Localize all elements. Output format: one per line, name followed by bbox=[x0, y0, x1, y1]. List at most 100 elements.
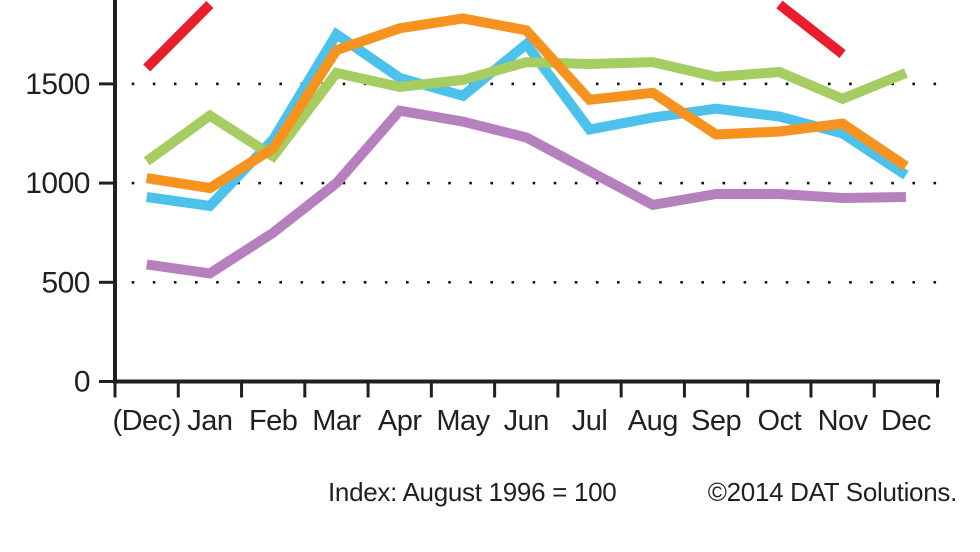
grid-dot bbox=[131, 280, 135, 284]
grid-dot bbox=[828, 181, 831, 185]
grid-dot bbox=[427, 280, 430, 284]
grid-dot bbox=[532, 82, 536, 86]
grid-dot bbox=[131, 82, 135, 86]
grid-dot bbox=[448, 280, 451, 284]
grid-dot bbox=[532, 181, 536, 185]
grid-dot bbox=[469, 181, 472, 185]
grid-dot bbox=[933, 181, 937, 185]
grid-dot bbox=[595, 82, 599, 86]
grid-dot bbox=[237, 280, 240, 284]
series-green-line bbox=[143, 57, 908, 166]
grid-dot bbox=[722, 280, 726, 284]
grid-dot bbox=[173, 280, 177, 284]
grid-dot bbox=[427, 181, 430, 185]
grid-dot bbox=[258, 280, 261, 284]
grid-dot bbox=[490, 280, 493, 284]
x-tick-label-Aug: Aug bbox=[628, 405, 678, 437]
grid-dot bbox=[785, 280, 789, 284]
x-tick-label-Dec: Dec bbox=[881, 405, 931, 437]
grid-dot bbox=[617, 280, 620, 284]
grid-dot bbox=[638, 82, 641, 86]
x-tick-label-Jan: Jan bbox=[187, 405, 232, 437]
grid-dot bbox=[258, 82, 261, 86]
grid-dot bbox=[870, 280, 873, 284]
grid-dot bbox=[933, 280, 937, 284]
x-tick-label-May: May bbox=[436, 405, 490, 437]
grid-dot bbox=[469, 280, 472, 284]
x-tick-label-Mar: Mar bbox=[312, 405, 361, 437]
grid-dot bbox=[279, 181, 282, 185]
grid-dot bbox=[722, 181, 726, 185]
grid-dot bbox=[849, 280, 852, 284]
grid-dot bbox=[764, 82, 768, 86]
grid-dot bbox=[891, 181, 894, 185]
grid-dot bbox=[933, 82, 937, 86]
grid-dot bbox=[849, 181, 852, 185]
grid-dot bbox=[828, 82, 831, 86]
copyright-caption: ©2014 DAT Solutions. bbox=[708, 477, 957, 507]
x-tick-label-Feb: Feb bbox=[249, 405, 297, 437]
grid-dot bbox=[173, 82, 177, 86]
grid-dot bbox=[595, 280, 599, 284]
grid-dot bbox=[553, 280, 557, 284]
grid-dot bbox=[300, 280, 304, 284]
grid-dot bbox=[680, 82, 683, 86]
x-tick-label-Nov: Nov bbox=[818, 405, 869, 437]
y-tick-label-1500: 1500 bbox=[25, 68, 90, 101]
grid-dot bbox=[553, 181, 557, 185]
grid-dot bbox=[680, 280, 683, 284]
chart-plot-area: 0 500 1000 1500 (Dec) Jan Feb Mar Apr May Jun Jul Au… bbox=[25, 0, 940, 437]
grid-dot bbox=[321, 181, 325, 185]
grid-dot bbox=[659, 280, 662, 284]
grid-dot bbox=[406, 280, 409, 284]
x-tick-label-Jun: Jun bbox=[504, 405, 549, 437]
grid-dot bbox=[448, 181, 451, 185]
grid-dot bbox=[743, 280, 747, 284]
grid-dot bbox=[363, 280, 367, 284]
grid-dot bbox=[406, 181, 409, 185]
grid-dot bbox=[785, 181, 789, 185]
x-tick-label-Apr: Apr bbox=[378, 405, 422, 437]
grid-dot bbox=[806, 181, 810, 185]
y-tick-label-0: 0 bbox=[74, 366, 90, 399]
x-tick-label-Jul: Jul bbox=[572, 405, 608, 437]
series-orange-line bbox=[145, 13, 909, 194]
x-tick-label-Dec: (Dec) bbox=[112, 405, 180, 437]
grid-dot bbox=[785, 82, 789, 86]
grid-dot bbox=[131, 181, 135, 185]
grid-dot bbox=[216, 280, 219, 284]
grid-dot bbox=[321, 280, 325, 284]
grid-dot bbox=[532, 280, 536, 284]
y-tick-label-500: 500 bbox=[41, 266, 90, 299]
grid-dot bbox=[722, 82, 726, 86]
grid-dot bbox=[152, 82, 156, 86]
grid-dot bbox=[701, 82, 704, 86]
grid-dot bbox=[617, 82, 620, 86]
grid-dot bbox=[912, 181, 915, 185]
x-tick-label-Oct: Oct bbox=[758, 405, 802, 437]
grid-dot bbox=[659, 82, 662, 86]
grid-dot bbox=[638, 181, 641, 185]
grid-dot bbox=[849, 82, 852, 86]
grid-dot bbox=[152, 280, 156, 284]
series-red-line bbox=[143, 0, 846, 72]
grid-dot bbox=[912, 280, 915, 284]
grid-dot bbox=[912, 82, 915, 86]
grid-dot bbox=[279, 280, 282, 284]
grid-dot bbox=[384, 280, 388, 284]
grid-dot bbox=[300, 181, 304, 185]
grid-dot bbox=[342, 82, 346, 86]
grid-dot bbox=[764, 181, 768, 185]
series-purple-line bbox=[145, 105, 906, 279]
grid-dot bbox=[237, 82, 240, 86]
grid-dot bbox=[743, 181, 747, 185]
grid-dot bbox=[638, 280, 641, 284]
grid-dot bbox=[828, 280, 831, 284]
grid-dot bbox=[511, 82, 515, 86]
grid-dot bbox=[806, 280, 810, 284]
grid-dot bbox=[511, 181, 515, 185]
grid-dot bbox=[891, 82, 894, 86]
grid-dot bbox=[195, 82, 198, 86]
